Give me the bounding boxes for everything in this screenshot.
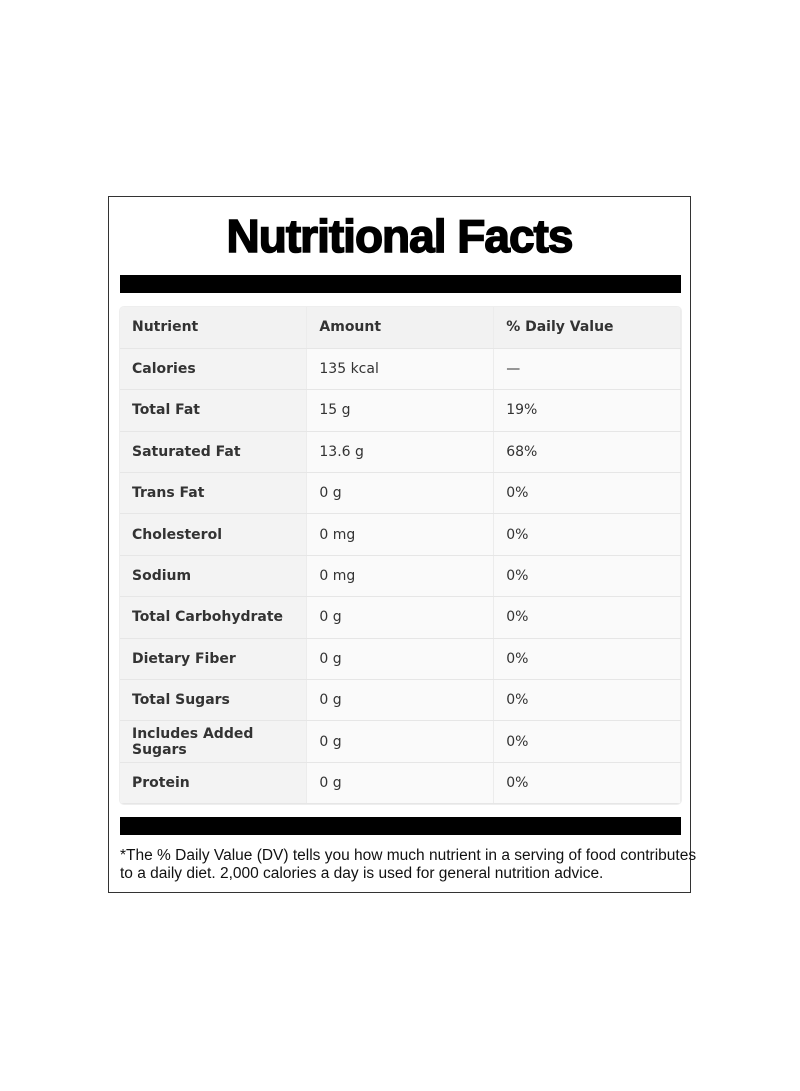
nutrient-cell: Protein: [120, 762, 308, 805]
daily-value-cell: 19%: [493, 389, 681, 432]
amount-cell: 135 kcal: [306, 348, 495, 391]
nutrient-cell: Total Sugars: [120, 679, 308, 722]
nutrient-cell: Saturated Fat: [120, 431, 308, 474]
daily-value-cell: 0%: [493, 513, 681, 556]
table-row: Dietary Fiber 0 g 0%: [120, 638, 681, 681]
amount-cell: 0 g: [306, 720, 495, 763]
page-title: Nutritional Facts: [226, 209, 574, 263]
nutrient-cell: Cholesterol: [120, 513, 308, 556]
nutrient-cell: Dietary Fiber: [120, 638, 308, 681]
divider-bar-top: [120, 275, 681, 293]
table-row: Protein 0 g 0%: [120, 762, 681, 805]
nutrient-cell: Total Carbohydrate: [120, 596, 308, 639]
nutrient-cell: Calories: [120, 348, 308, 391]
amount-cell: 0 g: [306, 596, 495, 639]
daily-value-cell: 0%: [493, 555, 681, 598]
daily-value-cell: 0%: [493, 762, 681, 805]
nutrition-table: Nutrient Amount % Daily Value Calories 13…: [120, 307, 681, 805]
nutrient-cell: Sodium: [120, 555, 308, 598]
amount-cell: 0 g: [306, 762, 495, 805]
table-row: Cholesterol 0 mg 0%: [120, 513, 681, 556]
table-row: Includes Added Sugars 0 g 0%: [120, 720, 681, 763]
amount-cell: 0 g: [306, 638, 495, 681]
table-row: Total Fat 15 g 19%: [120, 389, 681, 432]
table-row: Total Sugars 0 g 0%: [120, 679, 681, 722]
amount-cell: 15 g: [306, 389, 495, 432]
amount-cell: 0 g: [306, 472, 495, 515]
table-row: Trans Fat 0 g 0%: [120, 472, 681, 515]
daily-value-cell: 0%: [493, 720, 681, 763]
header-nutrient: Nutrient: [120, 307, 308, 349]
table-row: Sodium 0 mg 0%: [120, 555, 681, 598]
daily-value-cell: 0%: [493, 638, 681, 681]
amount-cell: 0 g: [306, 679, 495, 722]
daily-value-cell: 0%: [493, 596, 681, 639]
amount-cell: 0 mg: [306, 555, 495, 598]
nutrient-cell: Total Fat: [120, 389, 308, 432]
nutrient-cell: Trans Fat: [120, 472, 308, 515]
divider-bar-bottom: [120, 817, 681, 835]
table-row: Saturated Fat 13.6 g 68%: [120, 431, 681, 474]
amount-cell: 0 mg: [306, 513, 495, 556]
daily-value-cell: 0%: [493, 472, 681, 515]
daily-value-cell: 68%: [493, 431, 681, 474]
header-daily-value: % Daily Value: [493, 307, 681, 349]
nutrient-cell: Includes Added Sugars: [120, 720, 308, 763]
header-amount: Amount: [306, 307, 495, 349]
footnote-line-1: *The % Daily Value (DV) tells you how mu…: [120, 847, 697, 864]
table-header-row: Nutrient Amount % Daily Value: [120, 307, 681, 349]
footnote-line-2: to a daily diet. 2,000 calories a day is…: [120, 865, 604, 882]
footnote: *The % Daily Value (DV) tells you how mu…: [120, 847, 700, 883]
nutrition-facts-panel: Nutritional Facts Nutrient Amount % Dail…: [108, 196, 696, 893]
amount-cell: 13.6 g: [306, 431, 495, 474]
table-row: Calories 135 kcal —: [120, 348, 681, 391]
daily-value-cell: —: [493, 348, 681, 391]
daily-value-cell: 0%: [493, 679, 681, 722]
table-row: Total Carbohydrate 0 g 0%: [120, 596, 681, 639]
